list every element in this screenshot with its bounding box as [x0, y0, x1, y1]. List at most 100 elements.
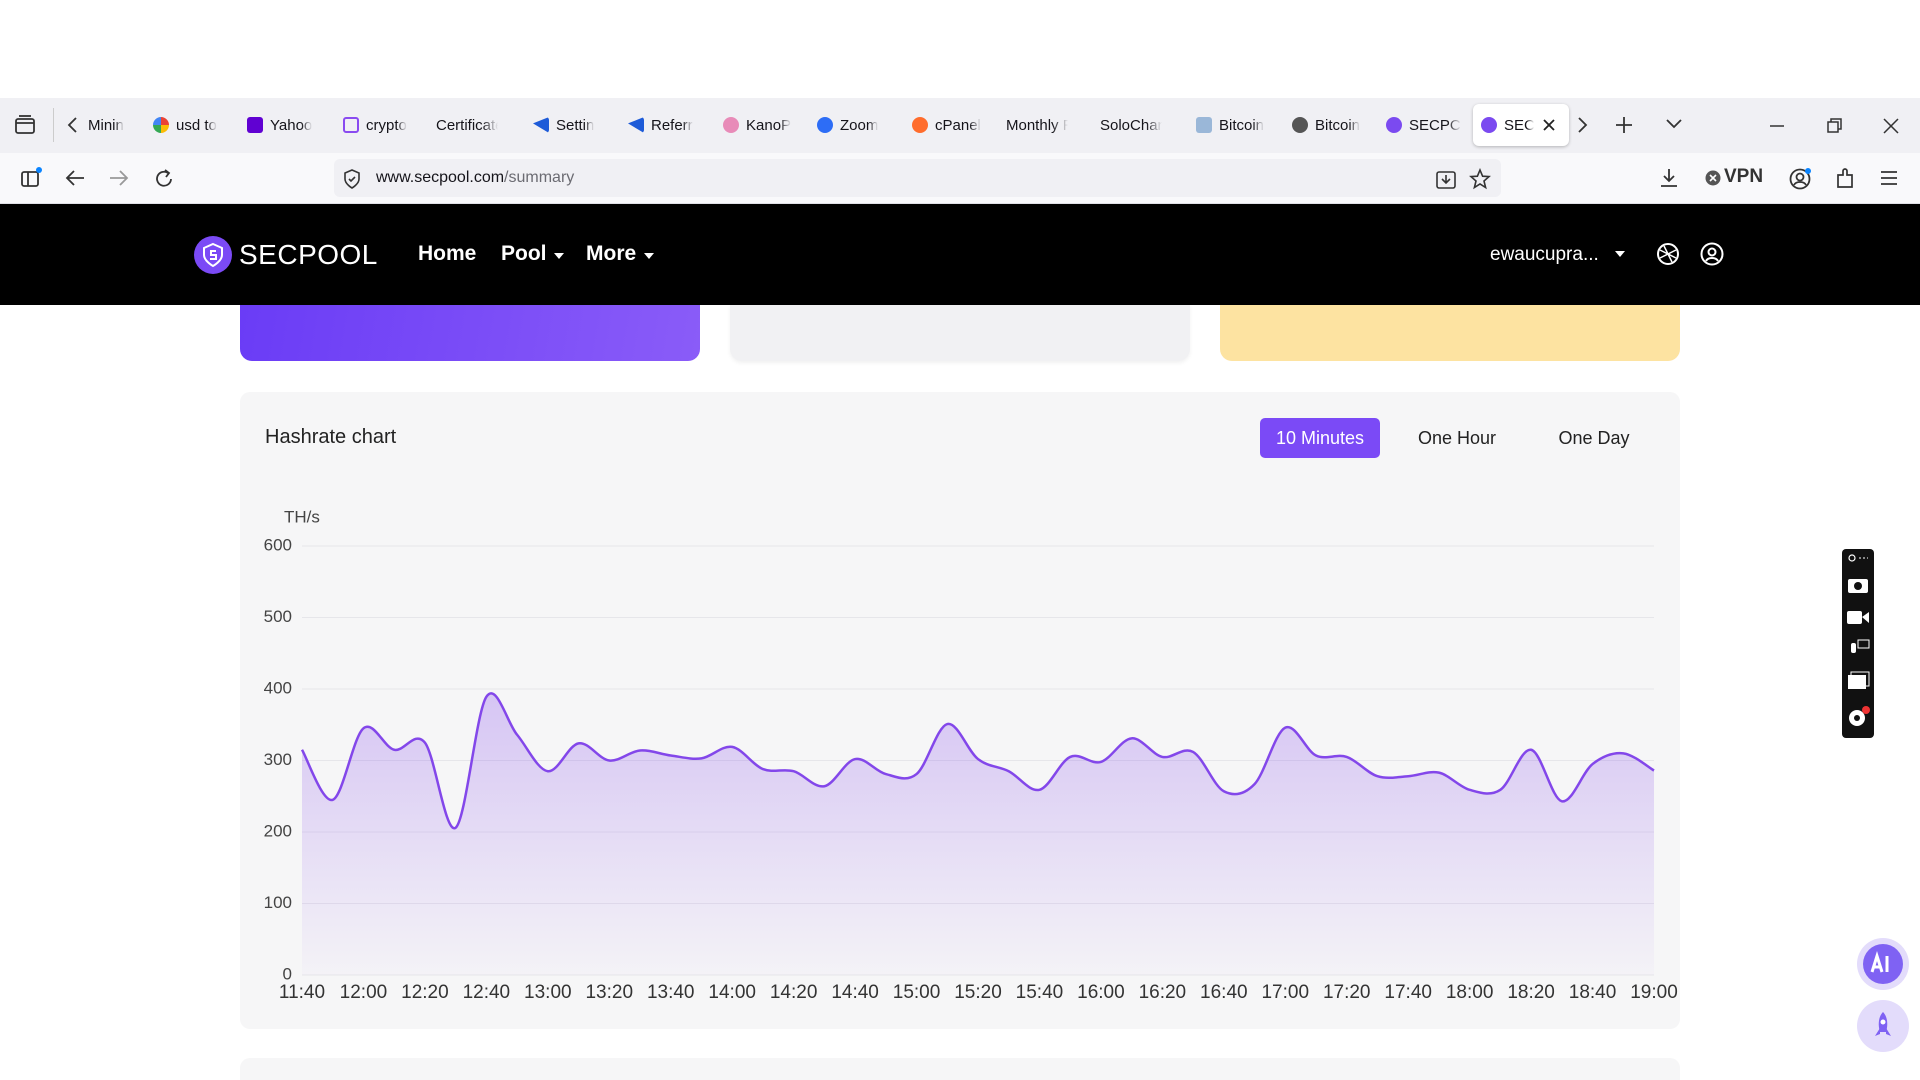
tab[interactable]: Minin — [88, 116, 124, 134]
forward[interactable] — [108, 168, 130, 188]
tab[interactable]: crypto — [343, 110, 435, 140]
back[interactable] — [64, 168, 86, 188]
save-page[interactable] — [1435, 168, 1457, 190]
menu[interactable] — [1879, 169, 1899, 187]
tab[interactable]: SECPC — [1386, 110, 1478, 140]
tab[interactable]: Settin — [533, 110, 625, 140]
downloads[interactable] — [1658, 167, 1680, 189]
tab-menu[interactable] — [1664, 117, 1684, 131]
x-tick-label: 12:20 — [401, 982, 449, 1003]
tab[interactable]: Referr — [628, 110, 720, 140]
user-name[interactable]: ewaucupra... — [1490, 244, 1599, 265]
y-tick-label: 0 — [283, 964, 292, 983]
x-tick-label: 14:00 — [708, 982, 756, 1003]
nav-link[interactable]: Pool — [501, 242, 547, 265]
y-axis-label: TH/s — [284, 507, 320, 526]
brand-logo[interactable] — [194, 236, 232, 274]
x-tick-label: 18:00 — [1446, 982, 1494, 1003]
y-tick-label: 400 — [264, 678, 292, 697]
tab[interactable]: SoloChanc — [1100, 116, 1162, 134]
minimize[interactable] — [1767, 116, 1787, 136]
tab-list-icon[interactable] — [14, 114, 36, 136]
nav-link[interactable]: More — [586, 242, 637, 265]
card — [1220, 305, 1680, 361]
tab[interactable]: usd to — [153, 110, 245, 140]
x-tick-label: 13:40 — [647, 982, 695, 1003]
y-tick-label: 600 — [264, 535, 292, 554]
x-tick-label: 12:40 — [463, 982, 511, 1003]
range-button[interactable]: One Day — [1558, 428, 1630, 448]
vpn-icon[interactable] — [1705, 170, 1721, 186]
url-path: /summary — [504, 169, 575, 186]
area-fill — [302, 693, 1654, 975]
site-nav: SECPOOL Home Pool More ewaucupra... — [0, 204, 1920, 305]
x-tick-label: 13:00 — [524, 982, 572, 1003]
x-tick-label: 16:00 — [1077, 982, 1125, 1003]
x-tick-label: 18:40 — [1569, 982, 1617, 1003]
capture-icons[interactable] — [1842, 549, 1874, 738]
panel-title: Hashrate chart — [265, 426, 397, 448]
extensions[interactable] — [1834, 167, 1856, 189]
tab-bar: Minin usd to Yahoo crypto Certificate Se… — [0, 98, 1920, 153]
nav-link[interactable]: Home — [418, 242, 477, 265]
brand-name[interactable]: SECPOOL — [239, 239, 378, 270]
tab[interactable]: Yahoo — [247, 110, 339, 140]
x-tick-label: 12:00 — [340, 982, 388, 1003]
ai-button[interactable] — [1855, 936, 1911, 992]
capture-toolbar — [1842, 549, 1874, 738]
x-tick-label: 17:40 — [1384, 982, 1432, 1003]
tab[interactable]: cPanel — [912, 110, 1004, 140]
tab[interactable]: Monthly R — [1006, 116, 1068, 134]
range-button[interactable]: One Hour — [1417, 428, 1497, 448]
tab[interactable]: Bitcoin — [1196, 110, 1288, 140]
y-tick-label: 100 — [264, 893, 292, 912]
x-tick-label: 11:40 — [279, 982, 325, 1003]
x-tick-label: 17:20 — [1323, 982, 1371, 1003]
bookmark[interactable] — [1469, 168, 1491, 190]
x-tick-label: 15:20 — [954, 982, 1002, 1003]
x-tick-label: 13:20 — [585, 982, 633, 1003]
x-tick-label: 14:40 — [831, 982, 879, 1003]
vpn-label[interactable]: VPN — [1724, 166, 1764, 187]
tab[interactable]: KanoP — [723, 110, 815, 140]
x-tick-label: 16:20 — [1139, 982, 1187, 1003]
x-tick-label: 14:20 — [770, 982, 818, 1003]
hashrate-panel: Hashrate chart 10 Minutes One Hour One D… — [240, 392, 1680, 1029]
profile[interactable] — [1700, 242, 1724, 266]
dropdown-arrow — [644, 253, 654, 259]
scroll-right[interactable] — [1575, 115, 1589, 135]
range-button[interactable]: 10 Minutes — [1260, 418, 1380, 458]
url-host: www.secpool.com — [376, 169, 505, 186]
x-tick-label: 15:40 — [1016, 982, 1064, 1003]
hashrate-line — [300, 692, 1655, 829]
shield-icon — [344, 169, 360, 189]
sidebar-icon[interactable] — [20, 167, 42, 189]
y-tick-label: 500 — [264, 607, 292, 626]
x-tick-label: 17:00 — [1261, 982, 1309, 1003]
x-tick-label: 15:00 — [893, 982, 941, 1003]
reload[interactable] — [154, 168, 176, 190]
account[interactable] — [1788, 167, 1812, 191]
close-tab[interactable] — [1542, 118, 1556, 132]
y-tick-label: 300 — [264, 750, 292, 769]
language[interactable] — [1656, 242, 1680, 266]
x-tick-label: 19:00 — [1630, 982, 1678, 1003]
scroll-left[interactable] — [66, 115, 80, 135]
tab[interactable]: Bitcoin — [1292, 110, 1384, 140]
restore[interactable] — [1824, 116, 1844, 136]
address-bar: www.secpool.com/summary VPN — [0, 153, 1920, 204]
dropdown-arrow — [554, 253, 564, 259]
close-window[interactable] — [1881, 116, 1901, 136]
active-tab[interactable]: SEC — [1473, 104, 1569, 146]
dropdown-arrow[interactable] — [1614, 250, 1626, 258]
card — [240, 305, 700, 361]
url-box[interactable]: www.secpool.com/summary — [334, 159, 1501, 197]
tab[interactable]: Certificate — [436, 116, 498, 134]
x-tick-label: 16:40 — [1200, 982, 1248, 1003]
next-panel — [240, 1058, 1680, 1080]
rocket-button[interactable] — [1855, 998, 1911, 1054]
hashrate-chart: TH/s 0 100 200 300 400 500 600 11:40 12:00 12:20 1… — [264, 507, 1678, 1003]
new-tab[interactable] — [1614, 115, 1634, 135]
tab[interactable]: Zoom — [817, 110, 909, 140]
